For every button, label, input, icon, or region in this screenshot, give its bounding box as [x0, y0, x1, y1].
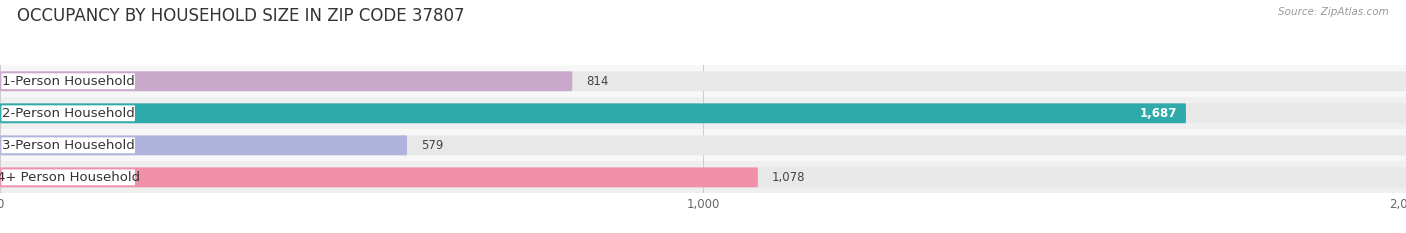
Bar	[0, 129, 1406, 161]
Bar	[0, 65, 1406, 97]
FancyBboxPatch shape	[1, 73, 135, 89]
FancyBboxPatch shape	[0, 168, 758, 187]
Text: 814: 814	[586, 75, 609, 88]
Bar	[0, 97, 1406, 129]
Text: 1,687: 1,687	[1140, 107, 1178, 120]
FancyBboxPatch shape	[0, 103, 1406, 123]
FancyBboxPatch shape	[1, 105, 135, 121]
Text: 579: 579	[422, 139, 443, 152]
FancyBboxPatch shape	[0, 135, 1406, 155]
Text: 4+ Person Household: 4+ Person Household	[0, 171, 139, 184]
FancyBboxPatch shape	[0, 168, 1406, 187]
Text: 1,078: 1,078	[772, 171, 806, 184]
FancyBboxPatch shape	[0, 71, 572, 91]
Text: OCCUPANCY BY HOUSEHOLD SIZE IN ZIP CODE 37807: OCCUPANCY BY HOUSEHOLD SIZE IN ZIP CODE …	[17, 7, 464, 25]
Bar	[0, 161, 1406, 193]
Text: Source: ZipAtlas.com: Source: ZipAtlas.com	[1278, 7, 1389, 17]
FancyBboxPatch shape	[1, 137, 135, 153]
Text: 1-Person Household: 1-Person Household	[1, 75, 135, 88]
FancyBboxPatch shape	[0, 135, 408, 155]
FancyBboxPatch shape	[0, 71, 1406, 91]
FancyBboxPatch shape	[1, 169, 135, 185]
FancyBboxPatch shape	[0, 103, 1187, 123]
Text: 2-Person Household: 2-Person Household	[1, 107, 135, 120]
Text: 3-Person Household: 3-Person Household	[1, 139, 135, 152]
